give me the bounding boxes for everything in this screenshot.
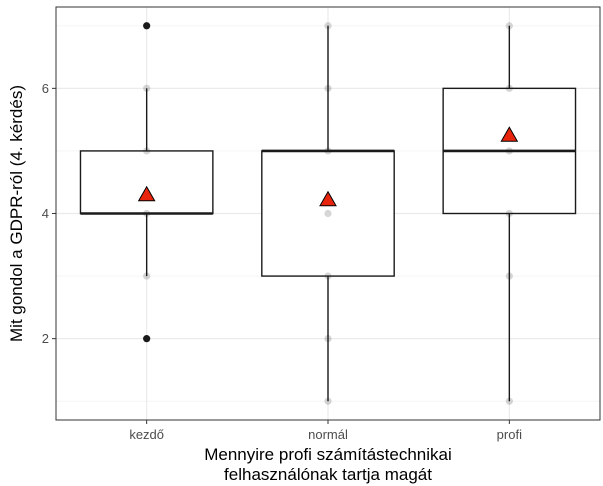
data-point: [505, 22, 513, 30]
box-layer: [79, 25, 577, 402]
data-point: [505, 272, 513, 280]
data-point: [143, 84, 151, 92]
outlier-point: [143, 335, 151, 343]
mean-marker: [500, 126, 519, 142]
mean-marker: [319, 190, 337, 207]
data-point: [324, 84, 332, 92]
y-axis-title: Mit gondol a GDPR-ról (4. kérdés): [7, 85, 26, 342]
y-tick-label: 4: [42, 206, 49, 221]
data-point: [324, 272, 332, 280]
data-point: [324, 209, 332, 218]
data-point: [505, 397, 513, 405]
x-axis: kezdő normál profi: [129, 420, 522, 442]
y-axis: 2 4 6: [42, 81, 56, 346]
data-point: [143, 147, 151, 155]
y-tick-label: 6: [42, 81, 49, 96]
data-point: [324, 147, 332, 155]
data-point: [143, 272, 151, 280]
mean-marker: [137, 185, 156, 202]
data-point: [505, 147, 513, 155]
data-point: [143, 209, 151, 218]
x-axis-title-line-2: felhasználónak tartja magát: [224, 465, 432, 484]
data-point: [324, 22, 332, 30]
x-tick-label: kezdő: [129, 427, 164, 442]
data-point: [324, 335, 332, 343]
y-tick-label: 2: [42, 331, 49, 346]
box-iqr: [79, 150, 214, 215]
x-tick-label: normál: [308, 427, 348, 442]
x-axis-title-line-1: Mennyire profi számítástechnikai: [204, 445, 452, 464]
data-point: [324, 397, 332, 405]
outlier-point: [143, 22, 151, 30]
x-tick-label: profi: [497, 427, 522, 442]
data-point: [505, 84, 513, 92]
point-layer: [137, 22, 519, 405]
data-point: [505, 209, 513, 218]
